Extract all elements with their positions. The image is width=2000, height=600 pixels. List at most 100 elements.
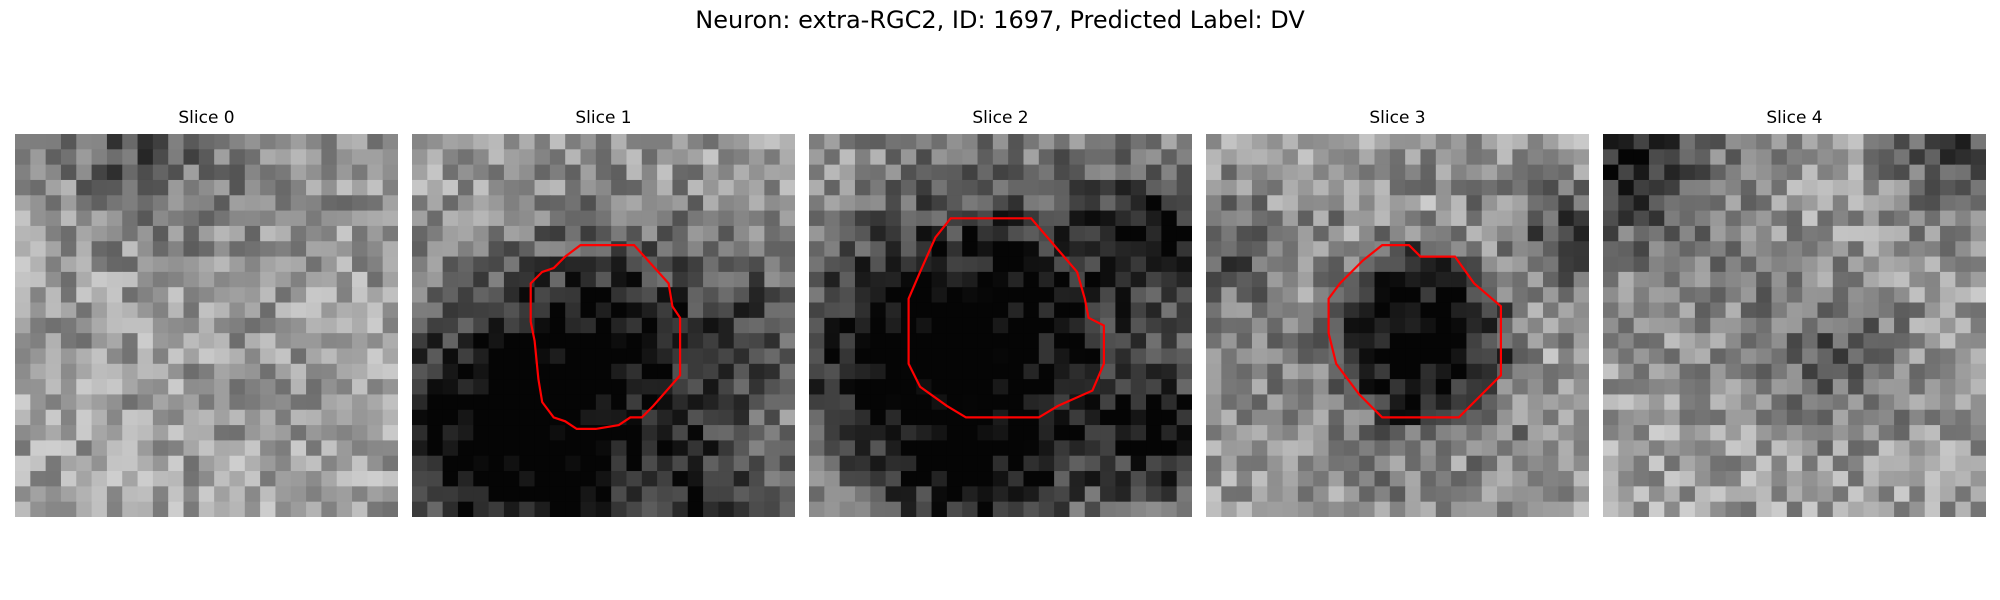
pixel	[1146, 179, 1162, 196]
pixel	[1236, 486, 1253, 503]
pixel	[1710, 348, 1727, 365]
pixel	[1863, 501, 1880, 517]
pixel	[1878, 379, 1895, 396]
pixel	[1924, 287, 1941, 304]
pixel	[672, 394, 689, 411]
pixel	[749, 440, 765, 457]
pixel	[733, 302, 750, 319]
pixel	[473, 164, 490, 181]
pixel	[1251, 486, 1268, 503]
pixel	[1771, 348, 1788, 365]
pixel	[1633, 225, 1650, 242]
pixel	[183, 134, 200, 150]
pixel	[595, 149, 612, 166]
pixel	[427, 149, 444, 166]
pixel	[30, 455, 47, 472]
pixel	[764, 134, 781, 150]
pixel	[565, 394, 582, 411]
pixel	[962, 225, 979, 242]
pixel	[91, 486, 108, 503]
pixel	[106, 440, 123, 457]
pixel	[1863, 455, 1880, 472]
pixel	[1481, 440, 1498, 457]
pixel	[244, 164, 261, 181]
pixel	[412, 501, 428, 517]
pixel	[60, 486, 77, 503]
pixel	[672, 486, 689, 503]
pixel	[1221, 471, 1238, 487]
pixel	[1420, 241, 1437, 258]
pixel	[1694, 149, 1711, 166]
pixel	[1069, 455, 1086, 472]
pixel	[352, 164, 368, 181]
pixel	[1176, 210, 1192, 227]
pixel	[1221, 241, 1238, 258]
pixel	[1679, 348, 1696, 365]
pixel	[1481, 225, 1498, 242]
pixel	[473, 241, 490, 258]
pixel	[198, 302, 215, 319]
pixel	[488, 241, 505, 258]
pixel	[1343, 486, 1360, 503]
pixel	[1512, 164, 1529, 181]
pixel	[824, 394, 841, 411]
pixel	[1817, 225, 1834, 242]
pixel	[839, 317, 856, 334]
pixel	[122, 164, 139, 181]
pixel	[1543, 379, 1559, 396]
pixel	[1466, 164, 1483, 181]
pixel	[412, 348, 428, 365]
pixel	[91, 149, 108, 166]
pixel	[641, 333, 658, 350]
pixel	[1221, 287, 1238, 304]
pixel	[1603, 440, 1619, 457]
pixel	[1282, 195, 1299, 212]
pixel	[457, 394, 474, 411]
pixel	[641, 501, 658, 517]
pixel	[749, 195, 765, 212]
pixel	[519, 195, 536, 212]
pixel	[106, 317, 123, 334]
pixel	[1573, 363, 1589, 380]
pixel	[519, 241, 536, 258]
pixel	[1466, 256, 1483, 273]
pixel	[1008, 501, 1025, 517]
pixel	[1512, 379, 1529, 396]
pixel	[1786, 302, 1803, 319]
pixel	[1512, 486, 1529, 503]
pixel	[412, 271, 428, 288]
pixel	[962, 271, 979, 288]
pixel	[565, 333, 582, 350]
pixel	[1054, 379, 1071, 396]
pixel	[1405, 440, 1422, 457]
pixel	[580, 501, 597, 517]
pixel	[626, 440, 643, 457]
pixel	[1161, 440, 1178, 457]
pixel	[76, 179, 93, 196]
pixel	[427, 501, 444, 517]
pixel	[626, 455, 643, 472]
pixel	[1558, 333, 1575, 350]
pixel	[703, 271, 719, 288]
pixel	[595, 440, 612, 457]
pixel	[1161, 149, 1178, 166]
pixel	[1832, 394, 1849, 411]
pixel	[244, 501, 261, 517]
pixel	[1573, 333, 1589, 350]
pixel	[122, 348, 139, 365]
pixel	[1206, 409, 1222, 426]
pixel	[382, 164, 398, 181]
pixel	[122, 333, 139, 350]
pixel	[488, 394, 505, 411]
pixel	[1313, 164, 1330, 181]
pixel	[442, 210, 459, 227]
pixel	[1970, 317, 1986, 334]
pixel	[1282, 256, 1299, 273]
pixel	[137, 241, 154, 258]
pixel	[809, 425, 825, 441]
pixel	[1756, 425, 1773, 441]
pixel	[1343, 440, 1360, 457]
pixel	[183, 348, 200, 365]
pixel	[260, 501, 277, 517]
pixel	[1069, 134, 1086, 150]
